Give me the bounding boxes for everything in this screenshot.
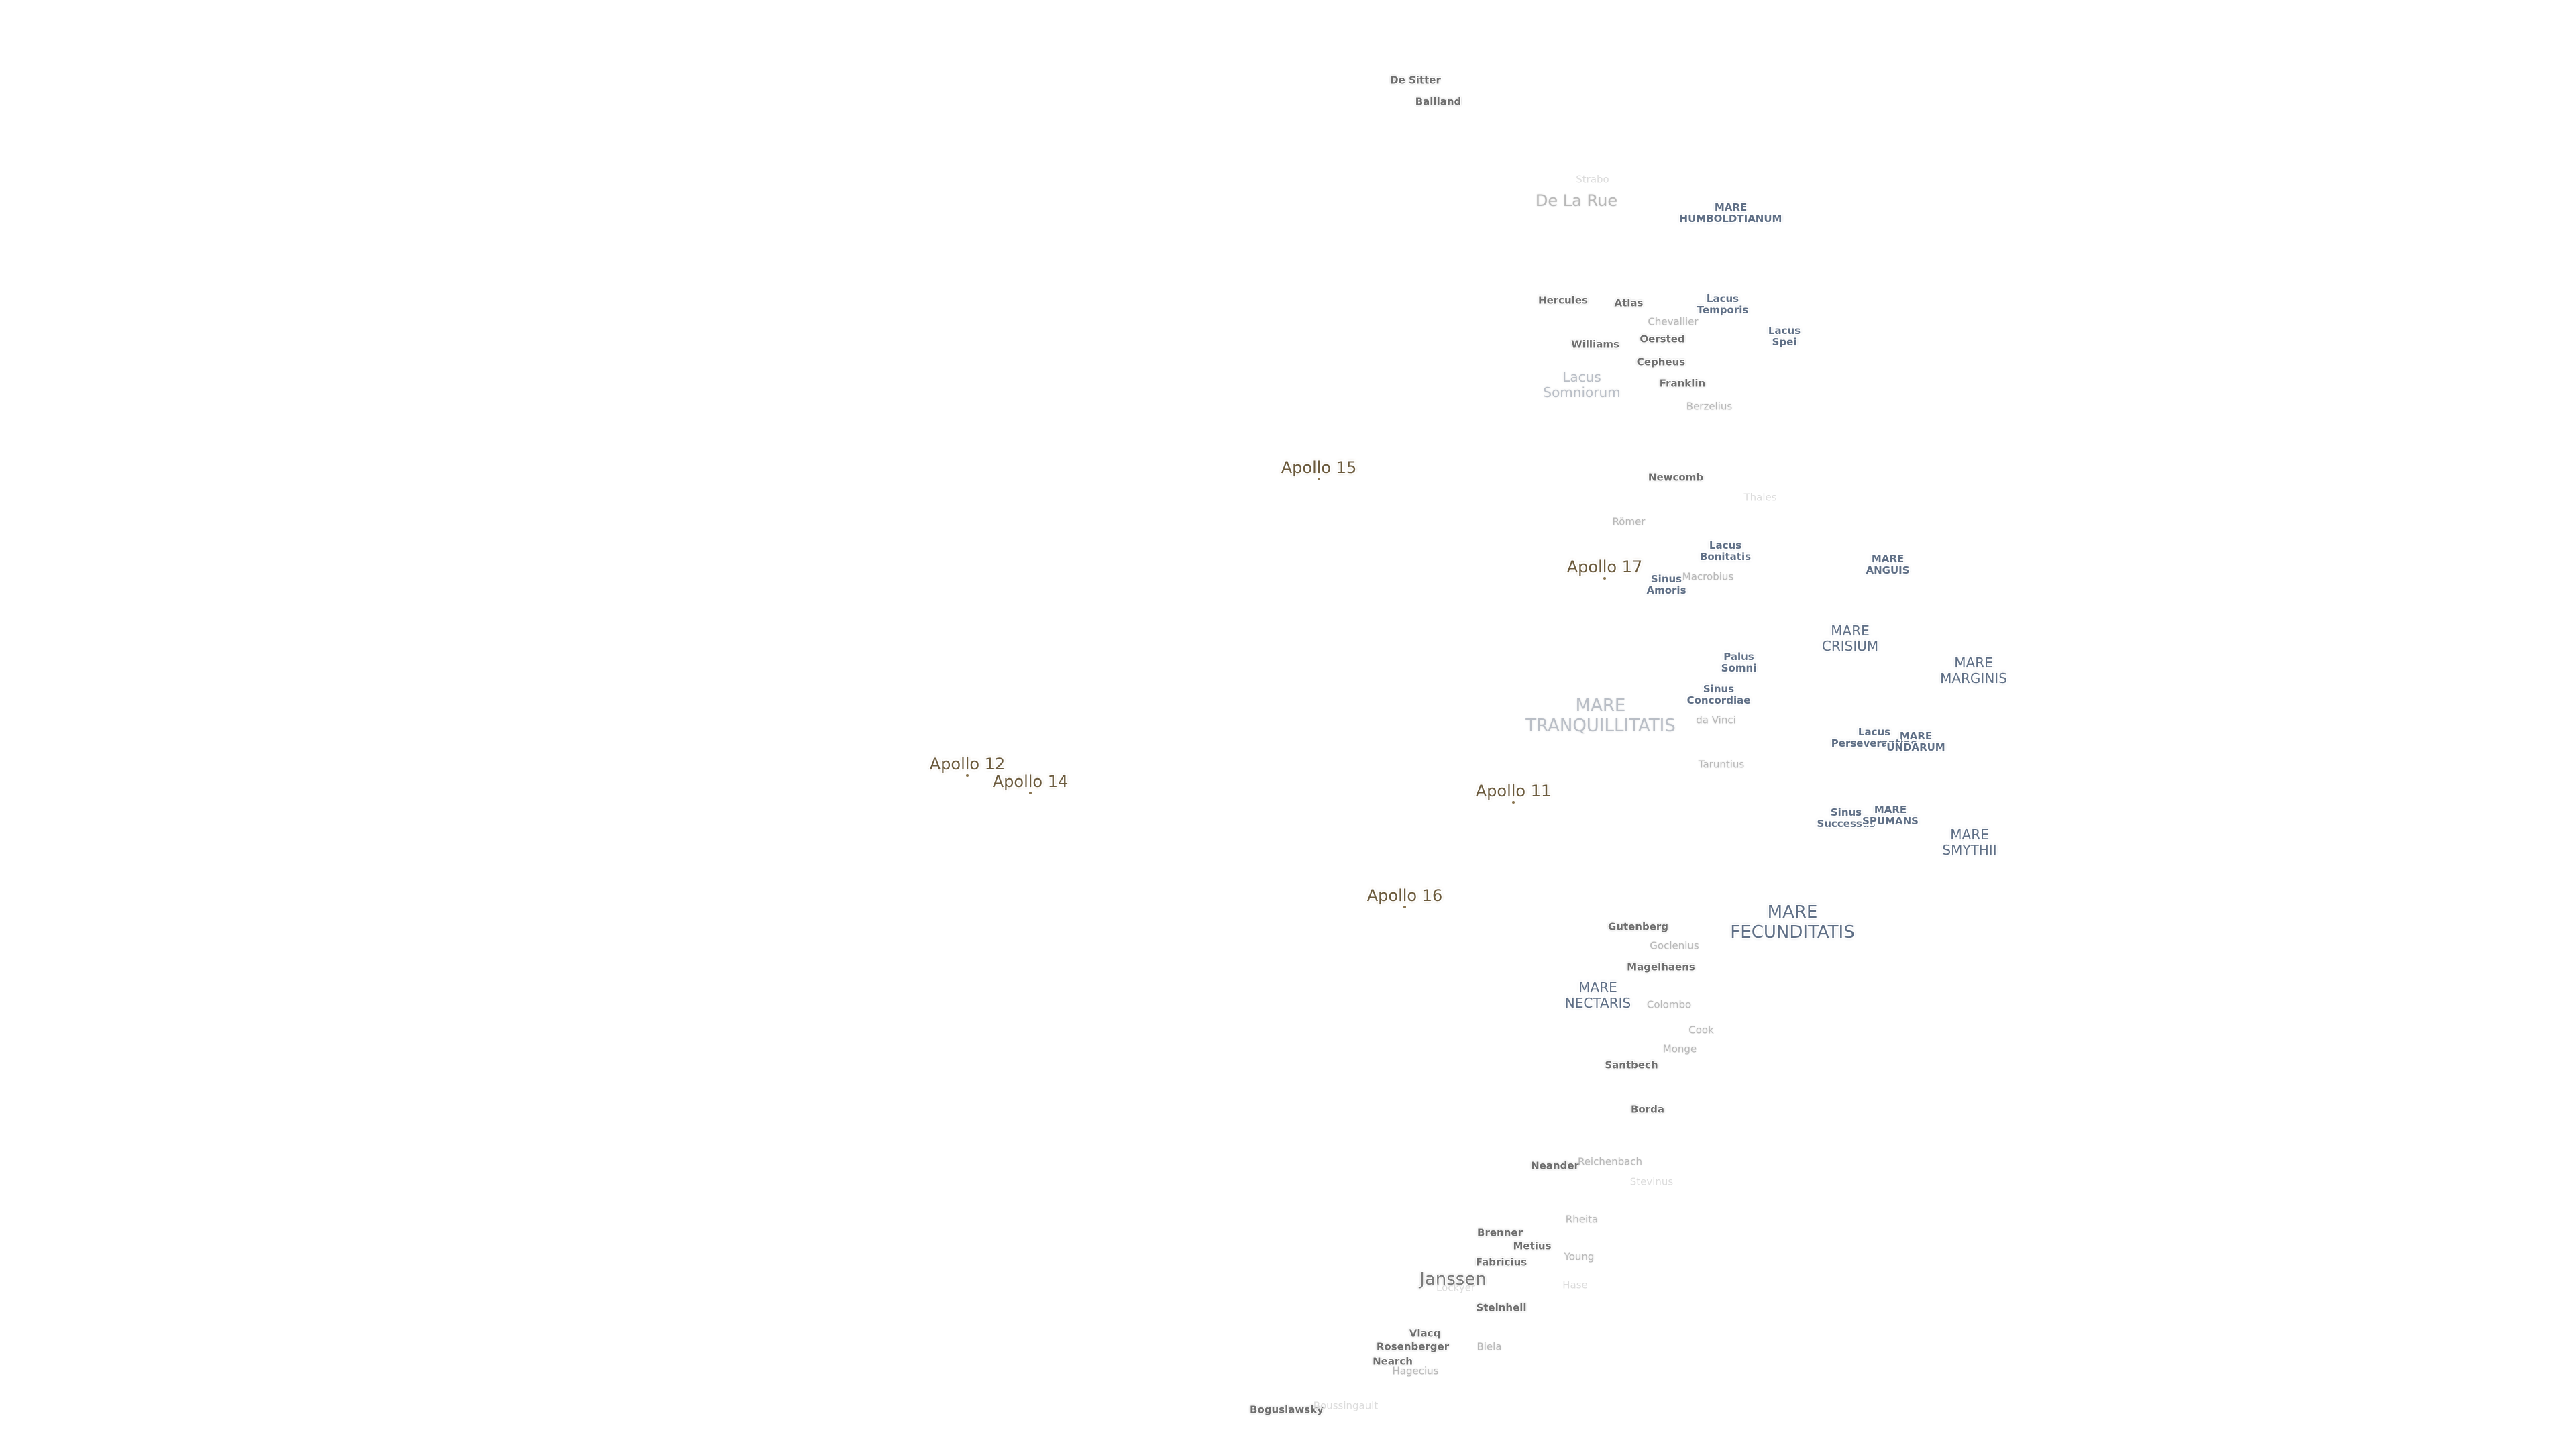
label-crater-atlas: Atlas xyxy=(1614,297,1644,309)
label-sinus-amoris: Sinus Amoris xyxy=(1646,572,1686,596)
label-crater-monge: Monge xyxy=(1662,1042,1697,1055)
label-crater-hagecius: Hagecius xyxy=(1392,1364,1439,1377)
label-mare-crisium: MARE CRISIUM xyxy=(1821,623,1879,654)
label-crater-macrobius: Macrobius xyxy=(1682,570,1734,583)
label-lacus-bonitatis: Lacus Bonitatis xyxy=(1699,539,1752,563)
label-crater-boussingault: Boussingault xyxy=(1313,1399,1379,1412)
label-crater-de-la-rue: De La Rue xyxy=(1535,191,1618,211)
label-crater-bailland: Bailland xyxy=(1415,95,1462,108)
label-crater-hase: Hase xyxy=(1562,1279,1588,1291)
label-crater-young: Young xyxy=(1564,1250,1595,1263)
label-crater-fabricius: Fabricius xyxy=(1475,1256,1527,1269)
label-crater-biela: Biela xyxy=(1477,1340,1502,1353)
label-crater-janssen: Janssen xyxy=(1419,1269,1487,1290)
label-crater-taruntius: Taruntius xyxy=(1698,758,1745,771)
apollo-17-marker-icon[interactable] xyxy=(1603,577,1606,580)
label-crater-borda: Borda xyxy=(1631,1103,1664,1116)
label-palus-somni: Palus Somni xyxy=(1721,650,1757,674)
apollo-11-marker-icon[interactable] xyxy=(1512,801,1515,804)
label-crater-stevinus: Stevinus xyxy=(1629,1175,1674,1188)
label-crater-thales: Thales xyxy=(1743,491,1777,504)
label-mare-nectaris: MARE NECTARIS xyxy=(1564,979,1631,1011)
label-crater-gutenberg: Gutenberg xyxy=(1607,920,1669,933)
label-crater-berzelius: Berzelius xyxy=(1686,400,1733,413)
label-crater-boguslawsky: Boguslawsky xyxy=(1250,1403,1324,1416)
label-crater-oersted: Oersted xyxy=(1640,333,1685,345)
apollo-14-marker-icon[interactable] xyxy=(1029,792,1032,794)
label-crater-da-vinci: da Vinci xyxy=(1696,714,1736,727)
label-crater-rosenberger: Rosenberger xyxy=(1376,1340,1450,1353)
label-mare-smythii: MARE SMYTHII xyxy=(1942,826,1997,858)
label-crater-romer: Römer xyxy=(1612,515,1646,528)
apollo-12-marker-icon[interactable] xyxy=(966,774,969,777)
label-crater-reichenbach: Reichenbach xyxy=(1577,1155,1643,1168)
label-crater-magelhaens: Magelhaens xyxy=(1627,961,1695,973)
label-apollo-14[interactable]: Apollo 14 xyxy=(992,772,1069,792)
label-crater-metius: Metius xyxy=(1513,1240,1552,1252)
label-crater-lockyer: Lockyer xyxy=(1436,1281,1475,1294)
label-crater-newcomb: Newcomb xyxy=(1648,471,1704,484)
label-crater-strabo: Strabo xyxy=(1576,173,1609,186)
label-mare-tranquillitatis: MARE TRANQUILLITATIS xyxy=(1525,696,1676,736)
label-apollo-11[interactable]: Apollo 11 xyxy=(1475,782,1552,801)
label-crater-rheita: Rheita xyxy=(1565,1213,1599,1226)
label-crater-neander: Neander xyxy=(1531,1159,1579,1172)
label-crater-franklin: Franklin xyxy=(1659,377,1706,390)
label-sinus-successus: Sinus Successus xyxy=(1817,806,1876,830)
label-sinus-concordiae: Sinus Concordiae xyxy=(1686,682,1751,706)
label-lacus-spei: Lacus Spei xyxy=(1768,324,1801,348)
label-crater-vlacq: Vlacq xyxy=(1409,1327,1441,1340)
label-crater-colombo: Colombo xyxy=(1646,998,1692,1011)
apollo-15-marker-icon[interactable] xyxy=(1318,478,1320,480)
label-crater-goclenius: Goclenius xyxy=(1650,939,1699,952)
label-crater-nearch: Nearch xyxy=(1373,1355,1413,1368)
label-lacus-temporis: Lacus Temporis xyxy=(1697,292,1749,316)
apollo-16-marker-icon[interactable] xyxy=(1403,906,1406,908)
label-lacus-perseverantiae: Lacus Perseverantiae xyxy=(1831,725,1918,749)
label-mare-spumans: MARE SPUMANS xyxy=(1862,803,1919,827)
label-crater-santbech: Santbech xyxy=(1605,1059,1658,1071)
label-mare-undarum: MARE UNDARUM xyxy=(1886,729,1945,753)
label-lacus-somniorum: Lacus Somniorum xyxy=(1543,369,1621,400)
label-mare-marginis: MARE MARGINIS xyxy=(1940,655,2007,686)
label-crater-steinheil: Steinheil xyxy=(1476,1301,1527,1314)
label-crater-cook: Cook xyxy=(1688,1024,1714,1036)
label-apollo-17[interactable]: Apollo 17 xyxy=(1566,557,1643,577)
label-apollo-15[interactable]: Apollo 15 xyxy=(1281,458,1357,478)
label-mare-fecunditatis: MARE FECUNDITATIS xyxy=(1730,902,1855,943)
label-crater-hercules: Hercules xyxy=(1538,294,1588,307)
label-apollo-16[interactable]: Apollo 16 xyxy=(1366,886,1443,906)
label-crater-chevallier: Chevallier xyxy=(1648,315,1699,328)
label-crater-williams: Williams xyxy=(1571,338,1619,351)
label-apollo-12[interactable]: Apollo 12 xyxy=(929,755,1006,774)
label-crater-de-sitter: De Sitter xyxy=(1390,74,1441,87)
label-crater-cepheus: Cepheus xyxy=(1636,356,1686,368)
label-mare-humboldtianum: MARE HUMBOLDTIANUM xyxy=(1679,201,1782,225)
label-mare-anguis: MARE ANGUIS xyxy=(1866,552,1910,576)
label-crater-brenner: Brenner xyxy=(1477,1226,1523,1239)
